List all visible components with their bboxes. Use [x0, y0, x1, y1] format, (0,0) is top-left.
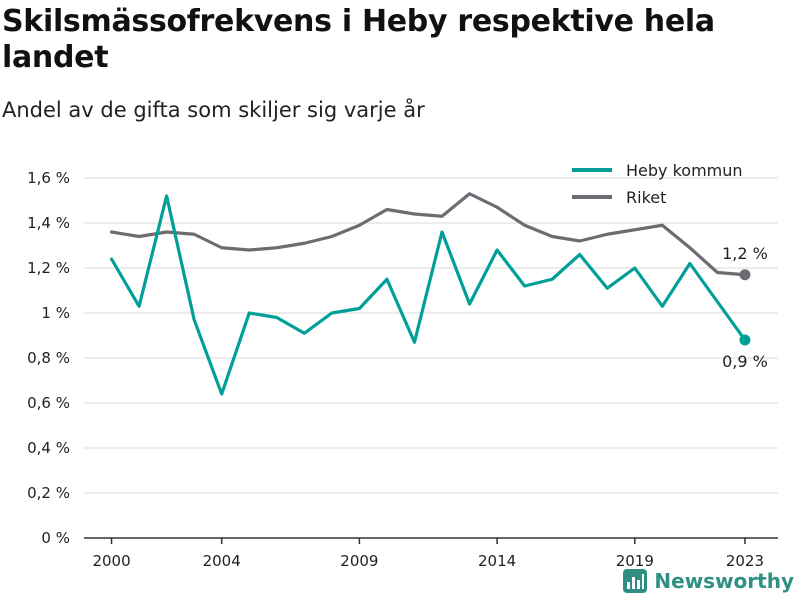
- x-tick-label: 2019: [616, 552, 654, 570]
- x-tick-label: 2023: [726, 552, 764, 570]
- endpoint-riket: [739, 269, 751, 281]
- y-tick-label: 1,2 %: [27, 259, 70, 277]
- series-line-riket: [109, 192, 747, 277]
- chart-title: Skilsmässofrekvens i Heby respektive hel…: [2, 4, 715, 75]
- x-tick-label: 2004: [203, 552, 241, 570]
- series-lines: [109, 192, 747, 396]
- x-tick-label: 2000: [92, 552, 130, 570]
- y-tick-label: 0,2 %: [27, 484, 70, 502]
- end-label-heby: 0,9 %: [722, 352, 768, 371]
- x-tick-label: 2014: [478, 552, 516, 570]
- brand-name: Newsworthy: [654, 569, 794, 593]
- y-tick-label: 0 %: [41, 529, 70, 547]
- brand-logo: Newsworthy: [622, 568, 794, 594]
- legend-label-heby: Heby kommun: [626, 161, 743, 180]
- grid-lines: [84, 177, 778, 494]
- y-tick-label: 0,8 %: [27, 349, 70, 367]
- y-tick-label: 1 %: [41, 304, 70, 322]
- y-tick-label: 1,4 %: [27, 214, 70, 232]
- bar-chart-icon: [623, 569, 648, 593]
- y-axis: 0 % 0,2 % 0,4 % 0,6 % 0,8 % 1 % 1,2 % 1,4 % 1,6 …: [27, 169, 70, 547]
- x-axis: 2000 2004 2009 2014 2019 2023: [84, 537, 778, 570]
- legend-label-riket: Riket: [626, 188, 666, 207]
- series-endpoints: 0,9 % 1,2 %: [722, 244, 768, 371]
- y-tick-label: 0,4 %: [27, 439, 70, 457]
- chart-subtitle: Andel av de gifta som skiljer sig varje …: [2, 98, 425, 122]
- end-label-riket: 1,2 %: [722, 244, 768, 263]
- y-tick-label: 1,6 %: [27, 169, 70, 187]
- endpoint-heby: [739, 334, 751, 346]
- series-line-heby: [109, 194, 747, 396]
- x-tick-label: 2009: [340, 552, 378, 570]
- y-tick-label: 0,6 %: [27, 394, 70, 412]
- legend: Heby kommun Riket: [572, 161, 743, 207]
